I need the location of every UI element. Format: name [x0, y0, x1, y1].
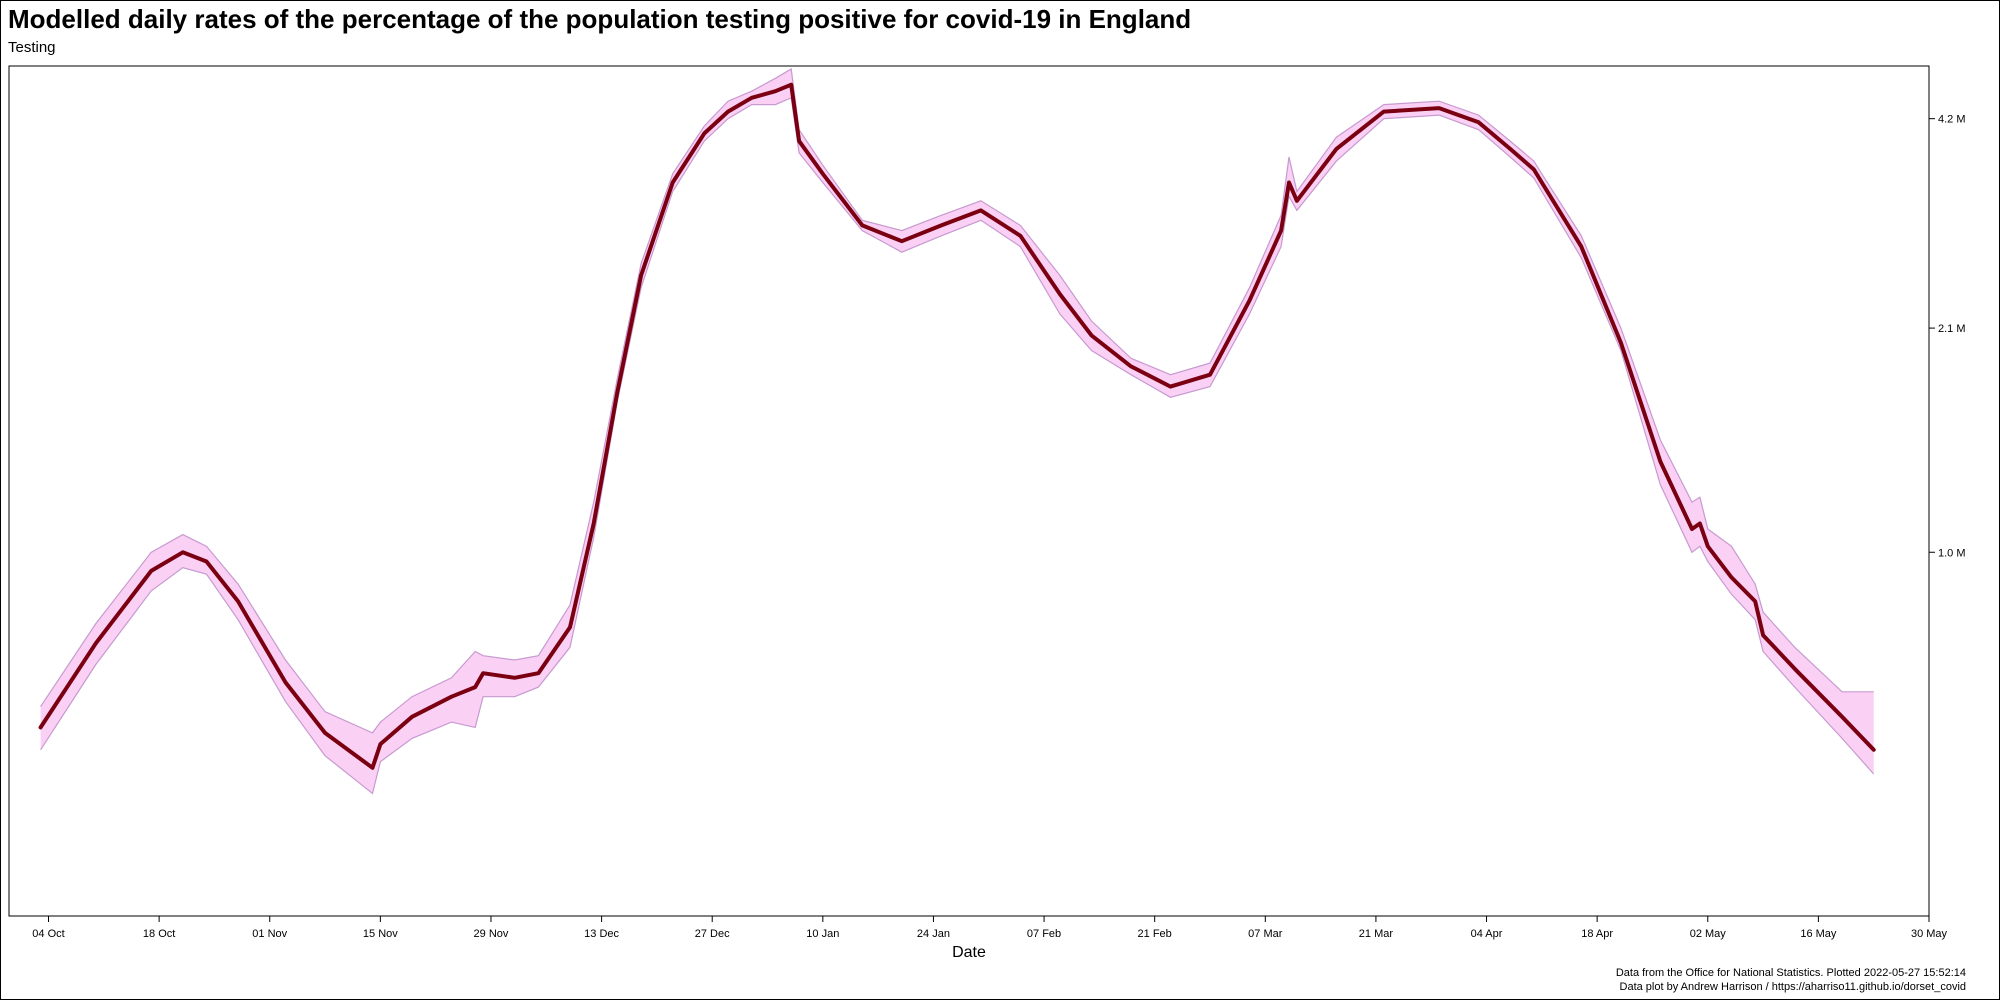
confidence-band-layer	[40, 68, 1875, 795]
x-tick-label: 04 Apr	[1471, 928, 1503, 940]
x-tick-label: 07 Feb	[1027, 928, 1061, 940]
caption: Data from the Office for National Statis…	[1616, 966, 1966, 994]
x-tick-label: 02 May	[1690, 928, 1727, 940]
chart-subtitle: Testing	[8, 39, 56, 56]
x-tick-label: 27 Dec	[695, 928, 730, 940]
x-tick-label: 16 May	[1800, 928, 1837, 940]
x-tick-label: 29 Nov	[474, 928, 509, 940]
confidence-band-upper	[40, 68, 1874, 734]
chart-title: Modelled daily rates of the percentage o…	[8, 4, 1192, 34]
x-tick-label: 30 May	[1911, 928, 1948, 940]
x-tick-label: 15 Nov	[363, 928, 398, 940]
y-tick-label: 2.1 M	[1938, 323, 1966, 335]
x-tick-label: 13 Dec	[584, 928, 619, 940]
x-tick-label: 07 Mar	[1248, 928, 1283, 940]
y-tick-label: 4.2 M	[1938, 114, 1966, 126]
x-tick-label: 21 Feb	[1138, 928, 1172, 940]
y-axis: 1.0 M 2.1 M 4.2 M	[1929, 114, 1966, 559]
confidence-band-lower	[40, 96, 1875, 795]
caption-credit: Data plot by Andrew Harrison / https://a…	[1619, 981, 1966, 993]
x-axis: 04 Oct 18 Oct 01 Nov 15 Nov 29 Nov 13 Dec 27 D…	[32, 916, 1948, 940]
x-tick-label: 21 Mar	[1359, 928, 1394, 940]
x-tick-label: 04 Oct	[32, 928, 64, 940]
x-axis-title: Date	[952, 944, 986, 961]
x-tick-label: 24 Jan	[917, 928, 950, 940]
y-tick-label: 1.0 M	[1938, 547, 1966, 559]
caption-source: Data from the Office for National Statis…	[1615, 967, 1966, 979]
plot-panel	[8, 65, 1930, 917]
series-line-layer	[38, 82, 1876, 770]
x-tick-label: 10 Jan	[806, 928, 839, 940]
x-tick-label: 18 Oct	[143, 928, 175, 940]
x-tick-label: 18 Apr	[1581, 928, 1613, 940]
x-tick-label: 01 Nov	[252, 928, 287, 940]
series-line-0	[38, 82, 1876, 770]
confidence-band-fill	[40, 69, 1874, 794]
